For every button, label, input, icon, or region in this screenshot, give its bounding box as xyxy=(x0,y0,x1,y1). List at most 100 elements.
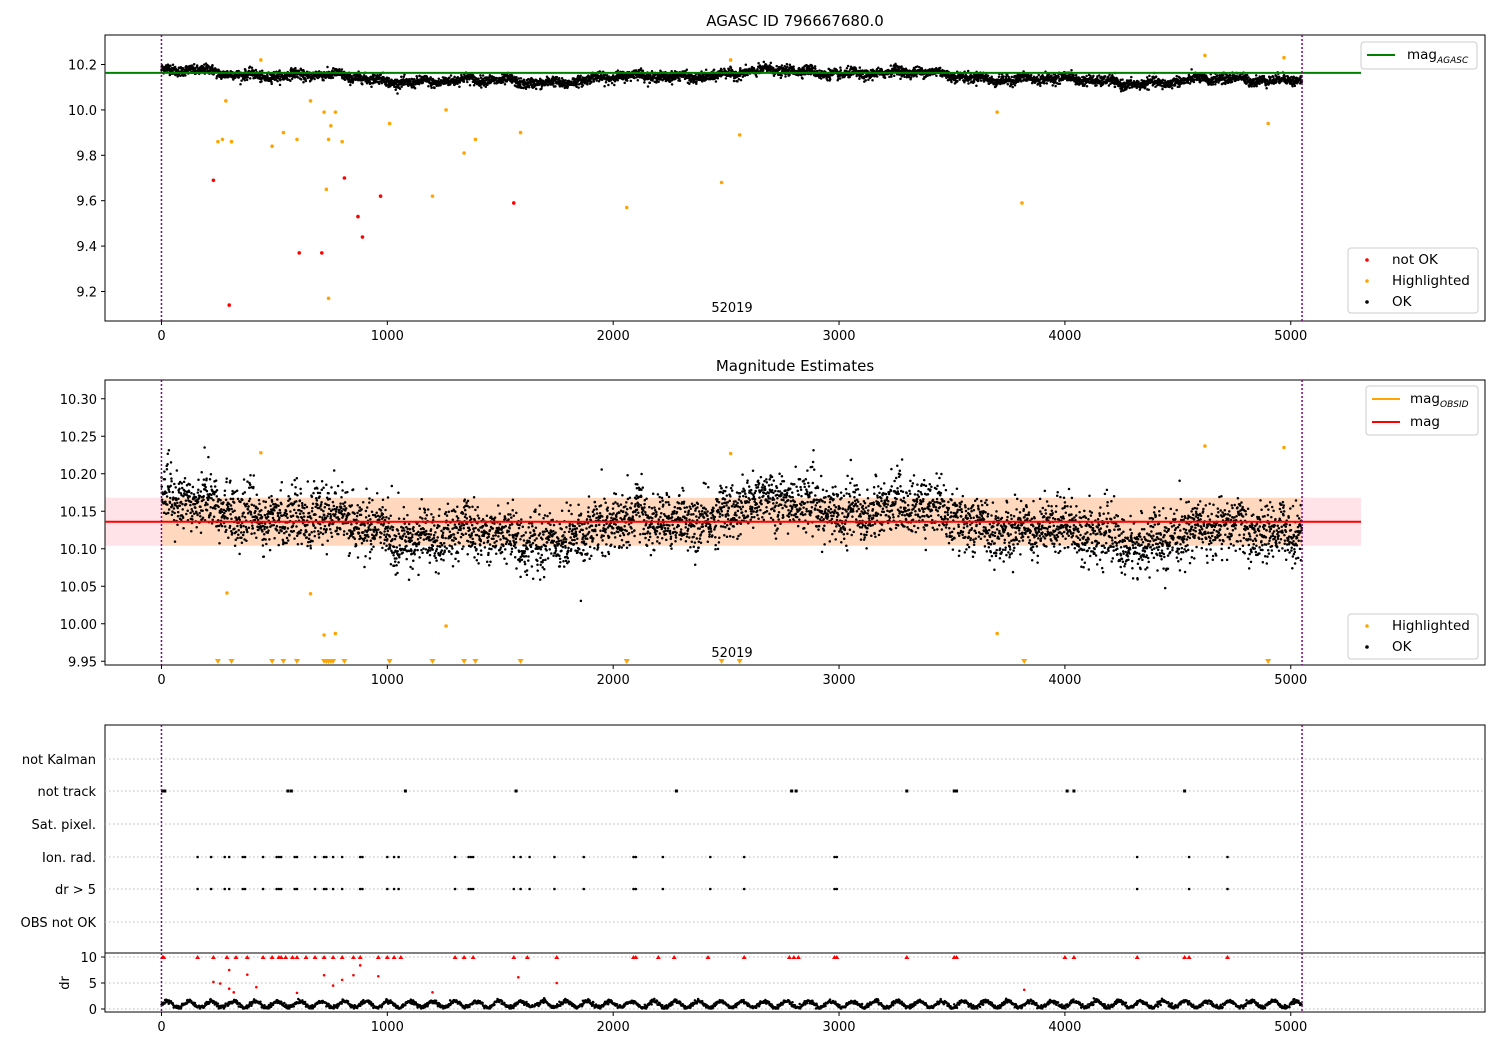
p1-ytick-label: 10.0 xyxy=(68,104,97,119)
ok-point xyxy=(780,64,784,67)
ok-point xyxy=(254,68,258,72)
ok-point xyxy=(250,66,254,69)
ok-point xyxy=(1211,83,1215,86)
ok-point xyxy=(819,77,823,80)
ok-point xyxy=(792,65,795,68)
ok-point xyxy=(1245,73,1249,77)
ok-point xyxy=(997,75,1001,79)
ok-point xyxy=(270,82,273,86)
ok-point xyxy=(643,81,646,84)
ok-point xyxy=(527,86,531,89)
ok-point xyxy=(243,78,247,82)
ok-point xyxy=(1113,85,1117,88)
ok-point xyxy=(785,62,789,66)
ok-point xyxy=(875,75,879,78)
ok-point xyxy=(1074,73,1078,77)
ok-point xyxy=(818,69,821,72)
ok-point xyxy=(695,80,698,83)
ok-point xyxy=(657,80,660,84)
ok-point xyxy=(1262,74,1266,78)
ok-point xyxy=(858,77,861,81)
ok-point xyxy=(636,78,640,82)
ok-point xyxy=(479,76,483,79)
ok-point xyxy=(479,74,482,77)
ok-point xyxy=(739,66,742,70)
ok-point xyxy=(670,83,674,86)
ok-point xyxy=(846,64,850,68)
ok-point xyxy=(839,68,843,72)
ok-point xyxy=(326,65,329,69)
ok-point xyxy=(171,63,175,67)
ok-point xyxy=(1121,78,1124,81)
ok-point xyxy=(192,62,196,66)
p1-xtick-label: 5000 xyxy=(1274,329,1307,344)
ok-point xyxy=(1097,74,1101,77)
ok-point xyxy=(1054,84,1057,88)
ok-point xyxy=(1112,76,1116,80)
ok-point xyxy=(247,73,250,77)
ok-point xyxy=(990,75,993,79)
ok-point xyxy=(1148,74,1151,78)
ok-point xyxy=(266,75,269,79)
ok-point xyxy=(625,79,629,82)
ok-points xyxy=(160,60,1304,95)
ok-point xyxy=(279,79,282,82)
ok-point xyxy=(611,74,615,77)
ok-point xyxy=(534,87,538,91)
ok-point xyxy=(756,67,759,71)
ok-point xyxy=(1010,75,1014,79)
ok-point xyxy=(204,62,208,65)
ok-point xyxy=(427,85,430,88)
agasc-title: AGASC ID 796667680.0 xyxy=(706,12,884,30)
ok-point xyxy=(1193,78,1196,82)
ok-point xyxy=(349,83,352,87)
ok-point xyxy=(786,65,789,68)
ok-point xyxy=(1070,69,1073,72)
ok-point xyxy=(184,74,187,77)
ok-point xyxy=(246,76,249,79)
ok-point xyxy=(1188,82,1192,85)
ok-point xyxy=(237,69,240,73)
ok-point xyxy=(343,78,347,81)
ok-point xyxy=(950,80,953,84)
ok-point xyxy=(688,82,691,86)
ok-point xyxy=(311,76,315,79)
ok-point xyxy=(769,61,773,65)
ok-point xyxy=(1229,74,1232,77)
ok-point xyxy=(503,82,507,86)
ok-point xyxy=(480,86,483,89)
ok-point xyxy=(557,77,561,80)
ok-point xyxy=(1045,82,1049,85)
ok-point xyxy=(296,76,300,79)
ok-point xyxy=(430,86,433,90)
ok-point xyxy=(1010,83,1013,86)
ok-point xyxy=(554,85,557,88)
ok-point xyxy=(1214,82,1217,86)
ok-point xyxy=(935,74,938,77)
p1-ytick-label: 9.4 xyxy=(76,240,97,255)
ok-point xyxy=(466,80,469,84)
ok-point xyxy=(278,69,281,72)
ok-point xyxy=(1085,85,1089,88)
ok-point xyxy=(1272,75,1275,79)
ok-point xyxy=(737,77,741,81)
ok-point xyxy=(190,64,194,67)
ok-point xyxy=(780,74,783,77)
ok-point xyxy=(639,67,643,70)
ok-point xyxy=(900,65,903,68)
ok-point xyxy=(555,75,559,79)
ok-point xyxy=(1255,84,1258,88)
ok-point xyxy=(510,74,514,78)
ok-point xyxy=(331,76,335,80)
ok-point xyxy=(552,82,555,85)
ok-point xyxy=(211,66,214,69)
ok-point xyxy=(380,81,384,85)
ok-point xyxy=(579,74,582,77)
ok-point xyxy=(439,84,442,87)
ok-point xyxy=(801,77,804,80)
ok-point xyxy=(169,64,172,68)
ok-point xyxy=(714,80,718,83)
p1-xtick-label: 3000 xyxy=(822,329,855,344)
ok-point xyxy=(294,66,297,70)
